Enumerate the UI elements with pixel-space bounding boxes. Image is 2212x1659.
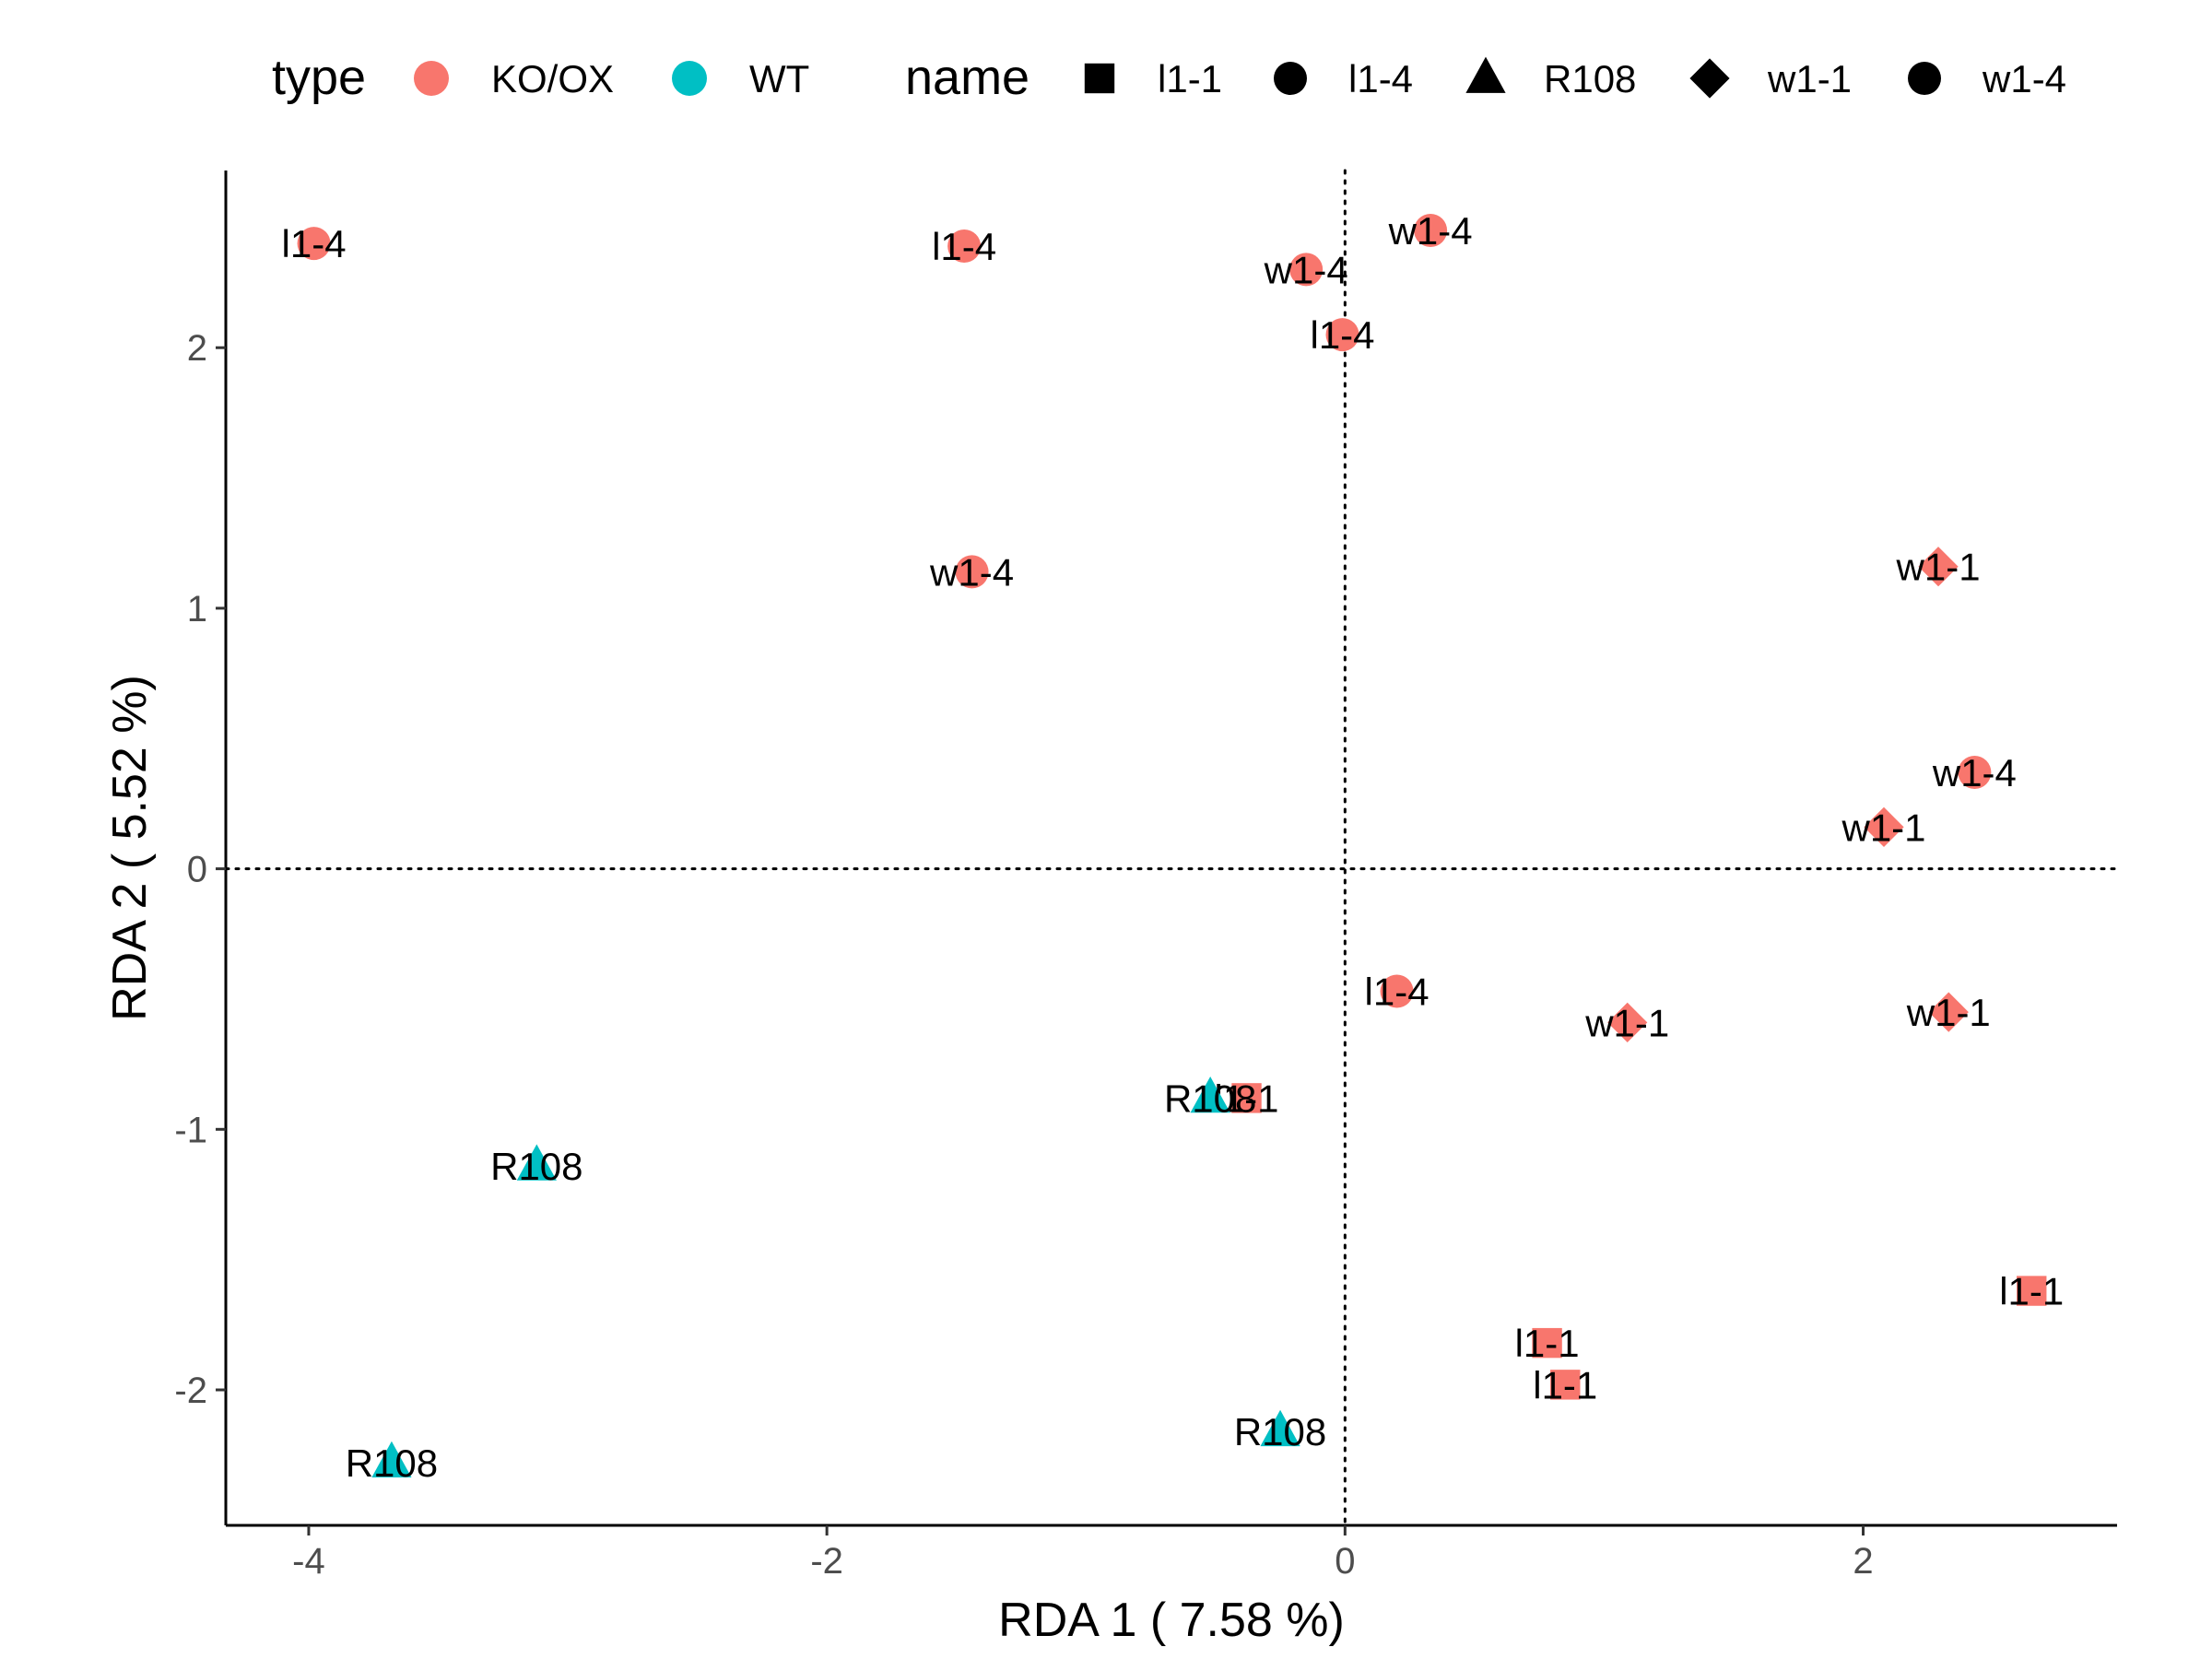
point-label: R108 [346,1441,438,1485]
y-tick-label: 1 [187,589,207,629]
data-point: l1-1 [1515,1322,1580,1365]
x-axis: -4 -2 0 2 [226,1524,2117,1582]
data-point: l1-4 [282,222,347,265]
data-point: R108 [1234,1409,1326,1453]
data-point: w1-1 [1896,546,1981,589]
point-label: w1-1 [1584,1001,1669,1044]
data-point: l1-1 [1214,1077,1278,1120]
x-axis-title: RDA 1 ( 7.58 %) [998,1594,1345,1647]
legend-key-name [1908,62,1941,95]
point-label: l1-4 [1365,970,1430,1013]
y-axis-title: RDA 2 ( 5.52 %) [103,675,157,1021]
point-marker-square [1231,1083,1262,1113]
data-point: l1-1 [1999,1270,2064,1313]
point-marker-circle [1958,756,1992,790]
point-marker-diamond [1918,547,1959,587]
data-point: l1-1 [1533,1363,1597,1406]
legend-label-name: w1-1 [1767,57,1852,100]
point-marker-circle [297,227,331,261]
y-tick-label: -2 [174,1371,207,1411]
point-label: l1-4 [1310,313,1374,357]
legend-key-name [1274,62,1307,95]
point-marker-diamond [1928,992,1969,1032]
point-marker-square [1550,1370,1581,1400]
legend-label-name: R108 [1544,57,1636,100]
legend-label-type: KO/OX [491,57,614,100]
data-point: w1-4 [1932,751,2017,794]
x-tick-label: -2 [810,1541,843,1582]
x-tick-label: 0 [1335,1541,1355,1582]
y-tick-label: 0 [187,850,207,890]
legend-key-name [1689,58,1730,99]
point-marker-square [1532,1327,1562,1359]
legend-name-title: name [905,50,1030,105]
y-axis: -2 -1 0 1 2 [174,171,228,1525]
point-label: w1-4 [929,550,1014,594]
point-marker-triangle [1260,1409,1300,1447]
point-label: l1-1 [1533,1363,1597,1406]
data-point: w1-4 [1264,248,1348,291]
legend-label-name: l1-1 [1158,57,1222,100]
point-label: w1-4 [1388,209,1473,253]
legend-label-name: w1-4 [1982,57,2066,100]
x-tick-label: 2 [1853,1541,1873,1582]
point-marker-circle [1414,214,1448,248]
data-point: w1-1 [1841,806,1925,849]
point-label: l1-1 [1999,1270,2064,1313]
point-marker-circle [1325,318,1359,352]
legend: type KO/OX WT name l1-1 l1-4 R108 w1-1 w1-4 [272,50,2066,105]
point-label: l1-1 [1515,1322,1580,1365]
legend-key-type [414,61,449,96]
point-label: R108 [1164,1077,1256,1120]
point-marker-triangle [516,1144,557,1181]
plot-panel: l1-4 l1-4w1-4w1-4l1-4w1-4 w1-1w1-4w1-1l1-4… [224,169,2119,1527]
point-marker-circle [947,229,982,263]
point-marker-square [2017,1276,2047,1306]
point-label: l1-4 [932,225,996,268]
point-marker-diamond [1607,1002,1648,1043]
point-label: l1-1 [1214,1077,1278,1120]
legend-label-type: WT [749,57,809,100]
legend-type-title: type [272,50,366,105]
legend-label-name: l1-4 [1348,57,1413,100]
data-point: R108 [346,1441,438,1485]
y-tick-label: 2 [187,328,207,369]
data-point: l1-4 [932,225,996,268]
data-point: w1-4 [929,550,1014,594]
point-label: R108 [1234,1410,1326,1453]
point-marker-circle [1380,974,1414,1008]
point-marker-triangle [1190,1076,1230,1113]
data-point: w1-1 [1584,1001,1669,1044]
point-label: l1-4 [282,222,347,265]
legend-key-name [1465,56,1506,93]
data-point: R108 [490,1144,583,1188]
legend-key-name [1084,63,1115,94]
point-marker-triangle [371,1441,412,1478]
point-marker-diamond [1864,806,1904,847]
data-point: R108 [1164,1076,1256,1120]
point-marker-circle [1289,253,1324,287]
y-tick-label: -1 [174,1110,207,1150]
legend-key-type [672,61,707,96]
point-label: w1-1 [1841,806,1925,849]
point-label: w1-4 [1932,751,2017,794]
data-point: w1-4 [1388,209,1473,253]
data-point: l1-4 [1310,313,1374,357]
point-label: w1-1 [1896,546,1981,589]
point-label: w1-1 [1906,991,1991,1034]
point-marker-circle [955,555,989,589]
data-point: w1-1 [1906,991,1991,1034]
point-label: R108 [490,1145,582,1188]
x-tick-label: -4 [292,1541,325,1582]
point-label: w1-4 [1264,248,1348,291]
data-point: l1-4 [1365,970,1430,1013]
